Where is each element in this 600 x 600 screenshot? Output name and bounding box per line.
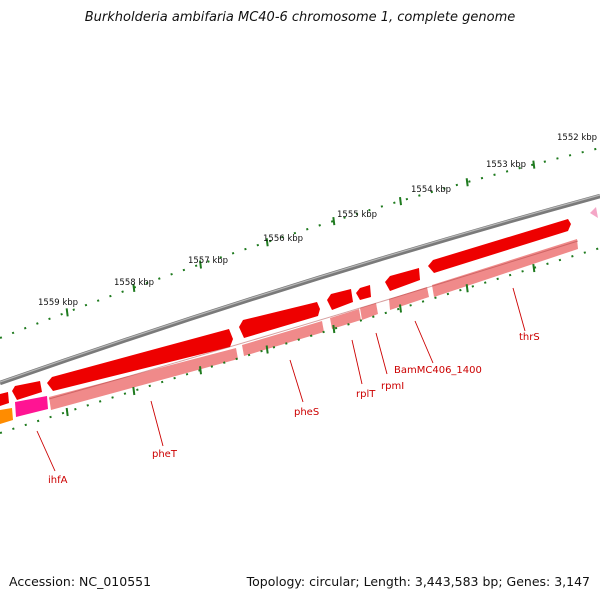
major-tick [332,324,336,334]
major-tick [132,386,136,396]
kbp-label-1556: 1556 kbp [263,234,303,244]
major-tick [399,196,402,206]
gene-track2-pheS[interactable] [242,321,324,356]
major-tick [199,260,202,269]
major-tick [532,263,536,273]
label-connectors [36,287,526,472]
kbp-label-1557: 1557 kbp [188,256,228,266]
inner-tick-ring [0,247,600,434]
major-tick [65,308,69,317]
gene-track2-BamMC406_1400[interactable] [389,287,429,310]
gene-track2-pheT[interactable] [49,348,238,410]
major-tick [199,366,202,375]
major-ticks-outer [65,160,536,317]
gene-track2-ihfA[interactable] [15,396,48,417]
major-tick [265,345,269,354]
gene-track2-rplT[interactable] [330,309,361,329]
map-title: Burkholderia ambifaria MC40-6 chromosome… [84,10,516,25]
gene-rpmI[interactable] [356,285,371,300]
kbp-label-1552: 1552 kbp [557,133,597,143]
major-tick [265,238,269,247]
gene-edge-left[interactable] [0,392,9,406]
gene-rplT[interactable] [327,289,353,310]
topology-info: Topology: circular; Length: 3,443,583 bp… [246,574,590,589]
gene-track2-thrS[interactable] [432,239,578,297]
major-tick [465,284,469,293]
gene-thrS[interactable] [428,219,571,273]
gene-ihfA[interactable] [12,381,42,400]
kbp-label-1559: 1559 kbp [38,298,78,308]
gene-track2-rpmI[interactable] [360,303,378,320]
gene-edge-right-pink[interactable] [590,207,598,218]
major-tick [532,160,536,169]
forward-strand-genes [0,219,571,406]
major-tick [132,283,136,292]
gene-label-pheS[interactable]: pheS [294,407,319,418]
gene-track2-edge-left[interactable] [0,408,13,424]
gene-label-BamMC406_1400[interactable]: BamMC406_1400 [394,365,482,376]
kbp-label-1553: 1553 kbp [486,160,526,170]
gene-label-rplT[interactable]: rplT [356,389,376,400]
kbp-label-1554: 1554 kbp [411,185,451,195]
kbp-label-1555: 1555 kbp [337,210,377,220]
gene-label-thrS[interactable]: thrS [519,332,540,343]
gene-BamMC406_1400[interactable] [385,268,420,291]
gene-label-pheT[interactable]: pheT [152,449,178,460]
gene-label-ihfA[interactable]: ihfA [48,475,68,486]
kbp-label-1558: 1558 kbp [114,278,154,288]
gene-pheS[interactable] [239,302,320,338]
major-tick [465,178,469,187]
accession-label: Accession: NC_010551 [9,574,152,589]
chromosome-backbone [0,193,600,386]
gene-pheT[interactable] [47,329,233,391]
second-strand-genes [0,207,598,424]
major-tick [399,304,402,313]
major-tick [65,407,69,417]
gene-label-rpmI[interactable]: rpmI [381,381,404,392]
major-tick [332,216,336,226]
major-ticks-inner [65,263,536,417]
